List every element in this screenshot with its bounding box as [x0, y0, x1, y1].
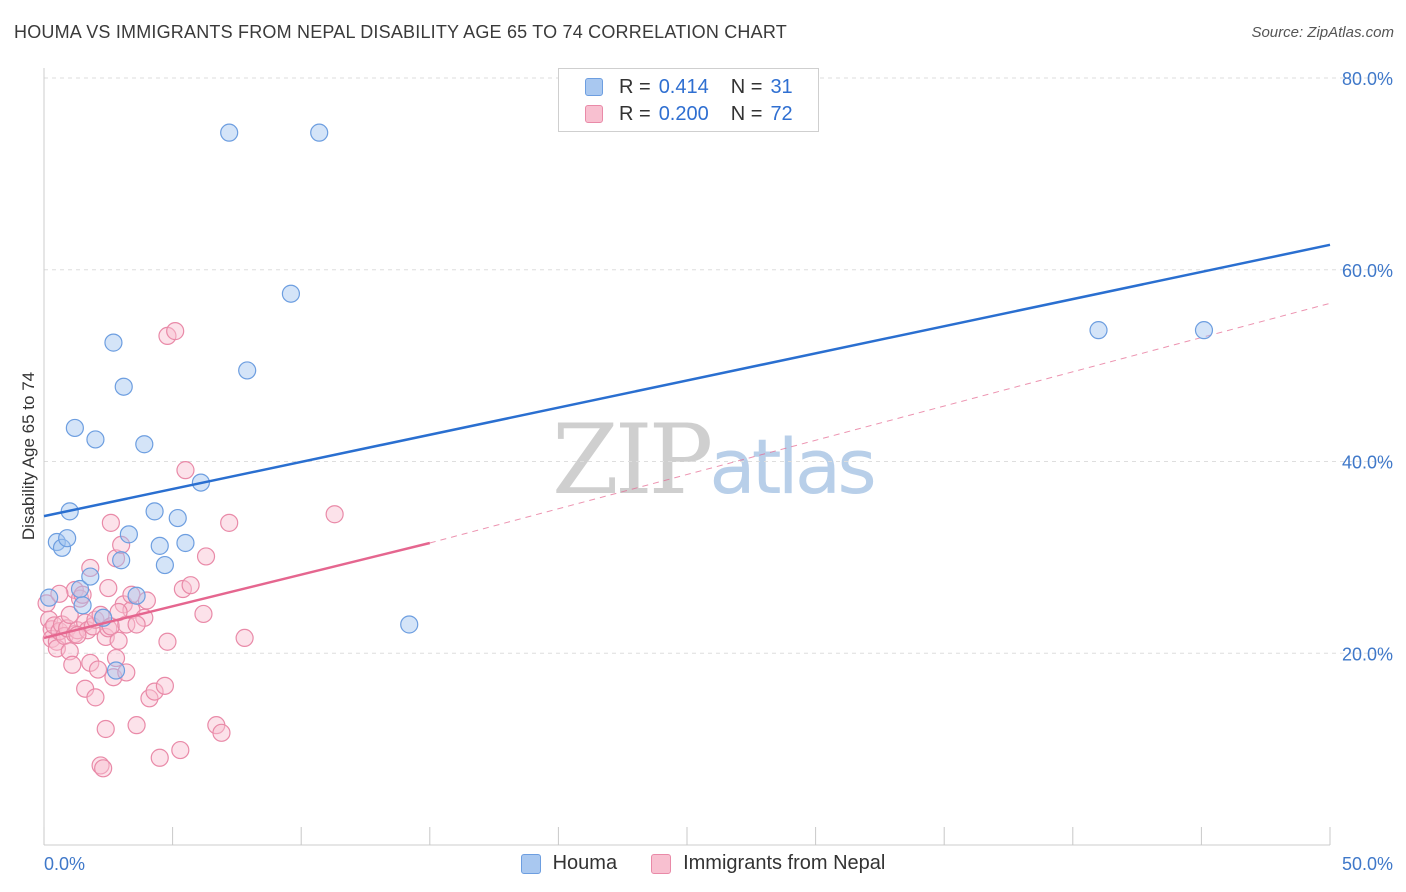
- nepal-point: [325, 505, 344, 524]
- nepal-point: [171, 740, 190, 760]
- nepal-point: [176, 461, 195, 480]
- houma-point: [104, 333, 123, 352]
- houma-point: [238, 361, 257, 380]
- nepal-point: [150, 748, 169, 767]
- nepal-point: [166, 322, 185, 341]
- houma-point: [40, 588, 59, 607]
- nepal-swatch: [651, 853, 672, 874]
- nepal-point: [109, 631, 128, 650]
- x-tick-label: 0.0%: [44, 854, 85, 874]
- houma-point: [81, 567, 100, 586]
- nepal-point: [158, 632, 177, 651]
- nepal-point: [96, 719, 115, 739]
- nepal-point: [101, 513, 120, 532]
- nepal-point: [127, 716, 146, 735]
- nepal-point: [212, 723, 231, 742]
- nepal-point: [86, 688, 105, 707]
- nepal-point: [60, 642, 79, 661]
- houma-point: [150, 536, 169, 555]
- watermark-zip: ZIP: [552, 404, 713, 516]
- chart-title: HOUMA VS IMMIGRANTS FROM NEPAL DISABILIT…: [14, 22, 787, 42]
- houma-point: [281, 284, 301, 303]
- r-label: R =: [619, 75, 651, 98]
- r-value: 0.200: [658, 102, 709, 125]
- houma-point: [73, 596, 92, 615]
- nepal-point: [235, 628, 254, 648]
- legend-item-nepal: Immigrants from Nepal: [651, 852, 885, 875]
- n-label: N =: [730, 102, 763, 125]
- nepal-point: [145, 682, 164, 701]
- houma-point: [112, 551, 131, 570]
- houma-swatch: [520, 853, 541, 874]
- nepal-point: [63, 655, 82, 674]
- legend-label-houma: Houma: [552, 852, 618, 874]
- nepal-point: [50, 584, 69, 603]
- legend-row-nepal: R = 0.200 N = 72: [585, 101, 793, 127]
- nepal-point: [137, 591, 156, 610]
- y-tick-label: 40.0%: [1342, 453, 1393, 473]
- houma-point: [52, 538, 72, 557]
- houma-point: [127, 586, 146, 605]
- houma-point: [310, 123, 329, 142]
- n-value: 31: [770, 75, 793, 98]
- houma-point: [145, 502, 164, 521]
- nepal-trend-extension: [429, 302, 1331, 544]
- nepal-point: [127, 615, 146, 634]
- nepal-point: [94, 759, 113, 778]
- nepal-point: [106, 648, 126, 668]
- nepal-point: [194, 604, 213, 624]
- houma-trend-line: [43, 243, 1331, 518]
- houma-point: [106, 661, 126, 680]
- houma-point: [400, 615, 419, 634]
- n-label: N =: [730, 75, 763, 98]
- y-tick-label: 20.0%: [1342, 644, 1393, 664]
- r-value: 0.414: [658, 75, 709, 98]
- correlation-legend: R = 0.414 N = 31 R = 0.200 N = 72: [558, 68, 819, 132]
- houma-point: [65, 418, 84, 438]
- x-tick-label: 50.0%: [1342, 854, 1393, 874]
- houma-point: [86, 430, 105, 449]
- houma-point: [1089, 321, 1108, 340]
- watermark: ZIPatlas: [552, 404, 877, 516]
- legend-item-houma: Houma: [520, 852, 618, 875]
- houma-point: [47, 532, 66, 552]
- nepal-point: [91, 756, 110, 775]
- nepal-point: [220, 513, 239, 532]
- houma-point: [220, 123, 239, 142]
- nepal-swatch: [585, 105, 603, 123]
- houma-point: [155, 555, 174, 575]
- legend-label-nepal: Immigrants from Nepal: [683, 852, 886, 874]
- houma-point: [135, 435, 154, 454]
- houma-point: [168, 508, 187, 528]
- houma-point: [58, 529, 77, 548]
- y-axis-label: Disability Age 65 to 74: [19, 372, 38, 540]
- nepal-point: [88, 660, 108, 679]
- nepal-point: [155, 676, 174, 695]
- nepal-point: [99, 578, 118, 598]
- legend-row-houma: R = 0.414 N = 31: [585, 74, 793, 100]
- source-label: Source: ZipAtlas.com: [1251, 24, 1394, 41]
- houma-point: [176, 533, 195, 553]
- houma-swatch: [585, 78, 603, 96]
- houma-point: [119, 525, 138, 544]
- houma-point: [114, 377, 133, 396]
- n-value: 72: [770, 102, 793, 125]
- nepal-trend-line: [43, 541, 431, 640]
- nepal-point: [181, 576, 200, 595]
- watermark-atlas: atlas: [709, 422, 877, 511]
- houma-point: [1194, 321, 1214, 340]
- y-tick-label: 80.0%: [1342, 69, 1393, 89]
- nepal-point: [196, 547, 216, 566]
- y-tick-label: 60.0%: [1342, 261, 1393, 281]
- nepal-point: [60, 605, 79, 625]
- r-label: R =: [619, 102, 651, 125]
- series-legend: Houma Immigrants from Nepal: [0, 852, 1406, 875]
